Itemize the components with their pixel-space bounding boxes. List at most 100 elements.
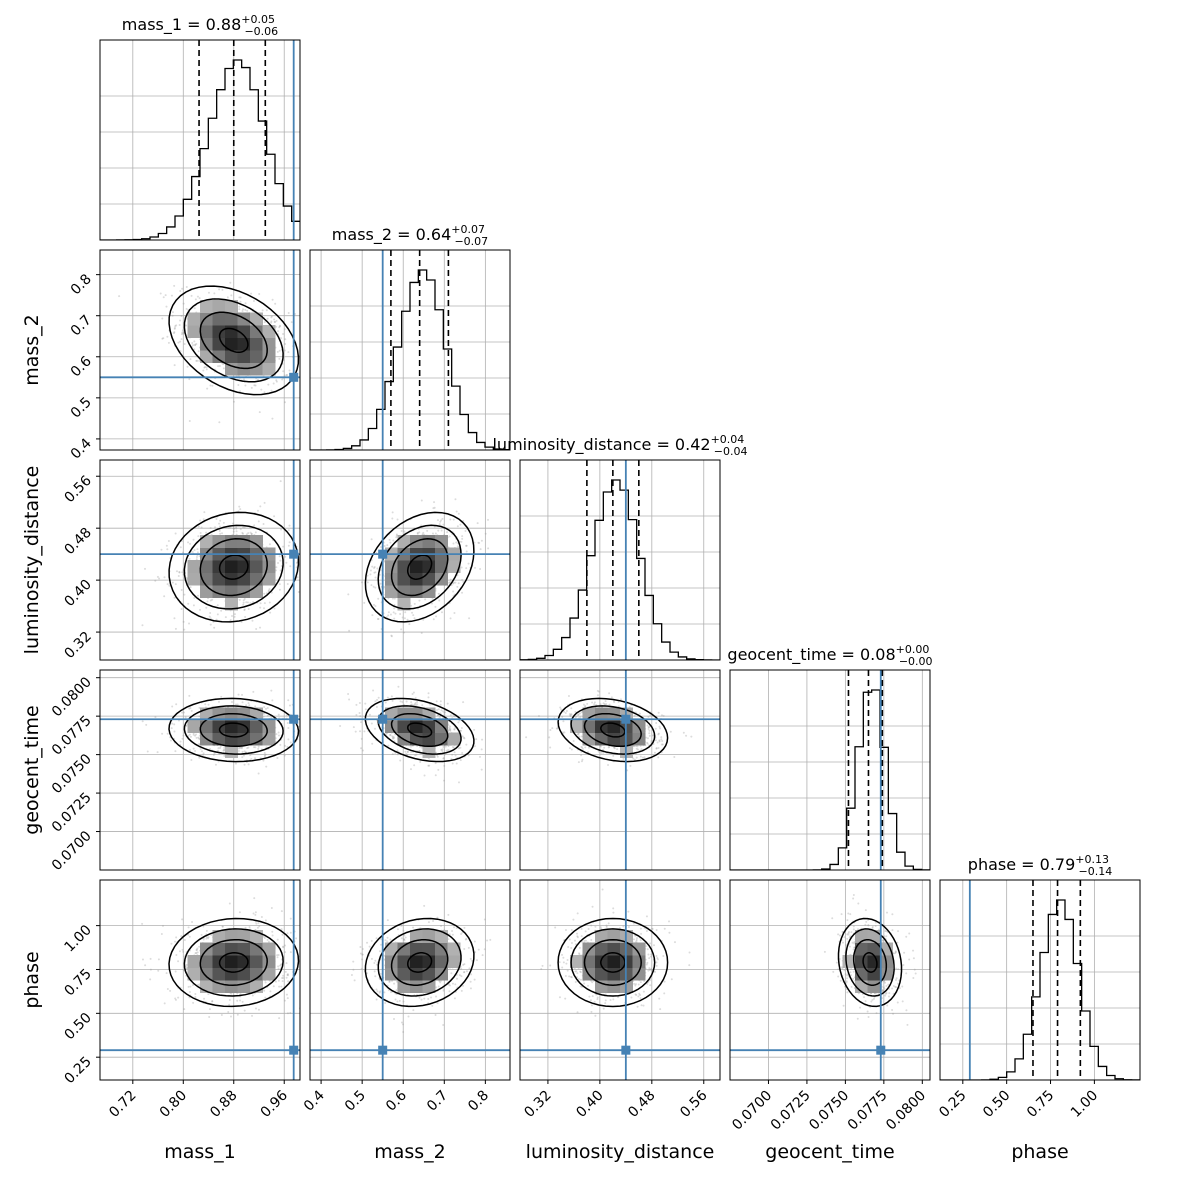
sample-point [654,739,657,742]
sample-point [286,721,289,724]
sample-point [537,714,540,717]
sample-point [275,380,278,383]
sample-point [196,551,199,554]
sample-point [448,535,451,538]
sample-point [174,325,177,328]
sample-point [250,532,253,535]
sample-point [567,695,570,698]
panel-geocent_time-vs-luminosity_distance [519,669,721,871]
sample-point [418,531,421,534]
sample-point [605,703,608,706]
sample-point [392,737,395,740]
sample-point [286,997,289,1000]
sample-point [268,543,271,546]
sample-point [347,593,350,596]
sample-point [244,926,247,929]
sample-point [279,569,282,572]
sample-point [269,611,272,614]
sample-point [413,703,416,706]
sample-point [241,693,244,696]
sample-point [273,318,276,321]
sample-point [209,748,212,751]
density-cell [397,720,411,733]
sample-point [162,337,165,340]
sample-point [188,694,191,697]
sample-point [245,533,248,536]
sample-point [207,291,210,294]
sample-point [480,539,483,542]
sample-point [369,573,372,576]
sample-point [655,747,658,750]
sample-point [218,421,221,424]
sample-point [202,925,205,928]
sample-point [302,741,304,743]
sample-point [428,764,431,767]
sample-point [239,300,242,303]
sample-point [218,525,221,528]
sample-point [525,736,528,739]
sample-point [166,548,169,551]
sample-point [200,933,203,936]
sample-point [396,749,399,752]
density-cell [237,325,251,338]
sample-point [607,746,610,749]
sample-point [265,592,268,595]
sample-point [373,727,376,730]
sample-point [228,1003,231,1006]
sample-point [223,748,226,751]
sample-point [569,715,572,718]
sample-point [179,340,182,343]
sample-point [408,623,411,626]
panel-frame [309,249,511,451]
truth-marker [621,714,631,724]
sample-point [406,750,409,753]
sample-point [413,617,416,620]
sample-point [387,614,390,617]
sample-point [379,582,382,585]
sample-point [258,925,261,928]
sample-point [461,735,464,738]
contour-line [390,712,449,748]
sample-point [166,732,169,735]
sample-point [591,701,594,704]
sample-point [602,751,605,754]
sample-point [387,611,390,614]
sample-point [418,750,421,753]
truth-marker [378,714,388,724]
sample-point [593,703,596,706]
panel-content [730,670,930,870]
panel-luminosity_distance-vs-luminosity_distance: luminosity_distance = 0.42+0.04 −0.04 [492,433,748,661]
sample-point [267,590,270,593]
density-cell [422,732,436,746]
sample-point [555,727,558,730]
sample-point [195,736,198,739]
sample-point [258,411,261,414]
sample-point [191,551,194,554]
sample-point [617,705,620,708]
sample-point [181,551,184,554]
sample-point [213,752,216,755]
sample-point [219,746,222,749]
panel-frame [519,669,721,871]
sample-point [371,742,374,745]
density-cells [187,300,276,376]
sample-point [412,691,415,694]
sample-point [436,519,439,522]
sample-point [276,350,279,353]
sample-point [462,580,465,583]
sample-point [200,750,203,753]
sample-point [563,731,566,734]
sample-point [449,728,452,731]
sample-point [427,696,430,699]
sample-point [242,599,245,602]
sample-point [252,746,255,749]
sample-point [257,921,260,924]
sample-point [238,911,241,914]
sample-point [364,708,367,711]
title-mass_1: mass_1 = 0.88+0.05 −0.06 [122,13,278,38]
sample-point [457,747,460,750]
sample-point [652,734,655,737]
sample-point [238,598,241,601]
sample-point [256,926,259,929]
sample-point [399,700,402,703]
